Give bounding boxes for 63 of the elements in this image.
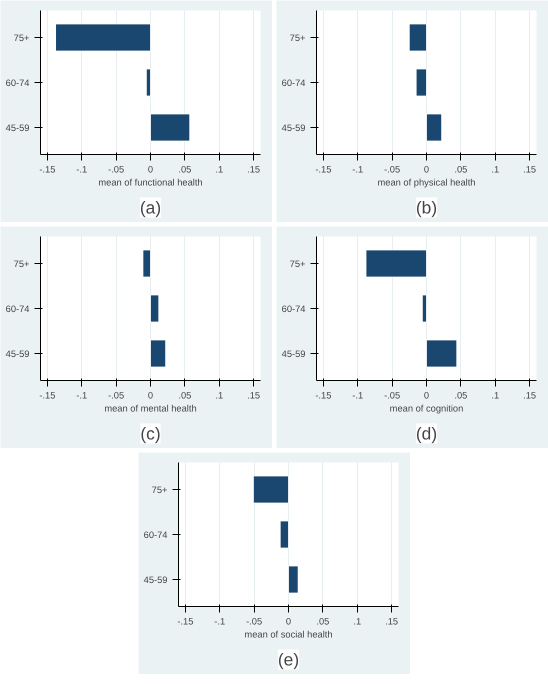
x-tick-label: 0 xyxy=(424,390,430,400)
y-tick-label: 75+ xyxy=(14,259,30,269)
x-tick-label: -.05 xyxy=(246,616,262,626)
x-tick-label: .1 xyxy=(215,164,224,174)
x-tick-label: .15 xyxy=(385,616,398,626)
x-tick-label: .1 xyxy=(491,164,500,174)
y-tick-label: 75+ xyxy=(14,33,30,43)
x-tick-label: .15 xyxy=(247,164,260,174)
x-tick-label: -.1 xyxy=(214,616,226,626)
x-tick-label: .05 xyxy=(178,164,192,174)
x-axis-title: mean of functional health xyxy=(98,178,203,188)
bar xyxy=(150,340,166,368)
x-tick-label: -.1 xyxy=(352,390,364,400)
y-tick-label: 60-74 xyxy=(6,304,30,314)
x-tick-label: -.15 xyxy=(315,390,332,400)
y-tick-label: 45-59 xyxy=(6,123,30,133)
x-tick-label: -.15 xyxy=(39,390,56,400)
x-axis-title: mean of cognition xyxy=(390,404,464,414)
x-tick-label: -.15 xyxy=(39,164,56,174)
text: (a) xyxy=(140,198,162,218)
text: (b) xyxy=(416,198,438,218)
y-tick-label: 45-59 xyxy=(144,575,168,585)
x-tick-label: -.1 xyxy=(352,164,364,174)
x-axis-title: mean of social health xyxy=(244,630,333,640)
x-tick-label: 0 xyxy=(148,164,154,174)
x-tick-label: .05 xyxy=(454,164,468,174)
text: (e) xyxy=(278,650,300,670)
y-tick-label: 75+ xyxy=(290,259,306,269)
y-tick-label: 60-74 xyxy=(282,78,306,88)
bar xyxy=(150,294,160,322)
x-tick-label: .05 xyxy=(316,616,330,626)
x-tick-label: .05 xyxy=(454,390,468,400)
y-tick-label: 60-74 xyxy=(144,530,168,540)
x-tick-label: .1 xyxy=(491,390,500,400)
x-tick-label: 0 xyxy=(424,164,430,174)
x-tick-label: -.05 xyxy=(384,164,400,174)
x-tick-label: -.05 xyxy=(108,390,124,400)
y-tick-label: 45-59 xyxy=(6,349,30,359)
x-tick-label: -.15 xyxy=(177,616,194,626)
x-tick-label: .15 xyxy=(247,390,260,400)
text: (d) xyxy=(416,424,438,444)
x-tick-label: -.05 xyxy=(384,390,400,400)
x-tick-label: .15 xyxy=(523,164,536,174)
x-tick-label: .1 xyxy=(215,390,224,400)
x-tick-label: -.1 xyxy=(76,390,88,400)
x-tick-label: .1 xyxy=(353,616,362,626)
x-tick-label: 0 xyxy=(148,390,154,400)
text: (c) xyxy=(140,424,161,444)
x-tick-label: -.05 xyxy=(108,164,124,174)
x-tick-label: .05 xyxy=(178,390,192,400)
x-axis-title: mean of physical health xyxy=(378,178,476,188)
x-axis-title: mean of mental health xyxy=(104,404,197,414)
y-tick-label: 60-74 xyxy=(282,304,306,314)
bar xyxy=(142,250,151,278)
x-tick-label: -.1 xyxy=(76,164,88,174)
x-tick-label: -.15 xyxy=(315,164,332,174)
x-tick-label: 0 xyxy=(286,616,292,626)
y-tick-label: 45-59 xyxy=(282,123,306,133)
y-tick-label: 45-59 xyxy=(282,349,306,359)
y-tick-label: 75+ xyxy=(290,33,306,43)
x-tick-label: .15 xyxy=(523,390,536,400)
y-tick-label: 75+ xyxy=(152,485,168,495)
y-tick-label: 60-74 xyxy=(6,78,30,88)
